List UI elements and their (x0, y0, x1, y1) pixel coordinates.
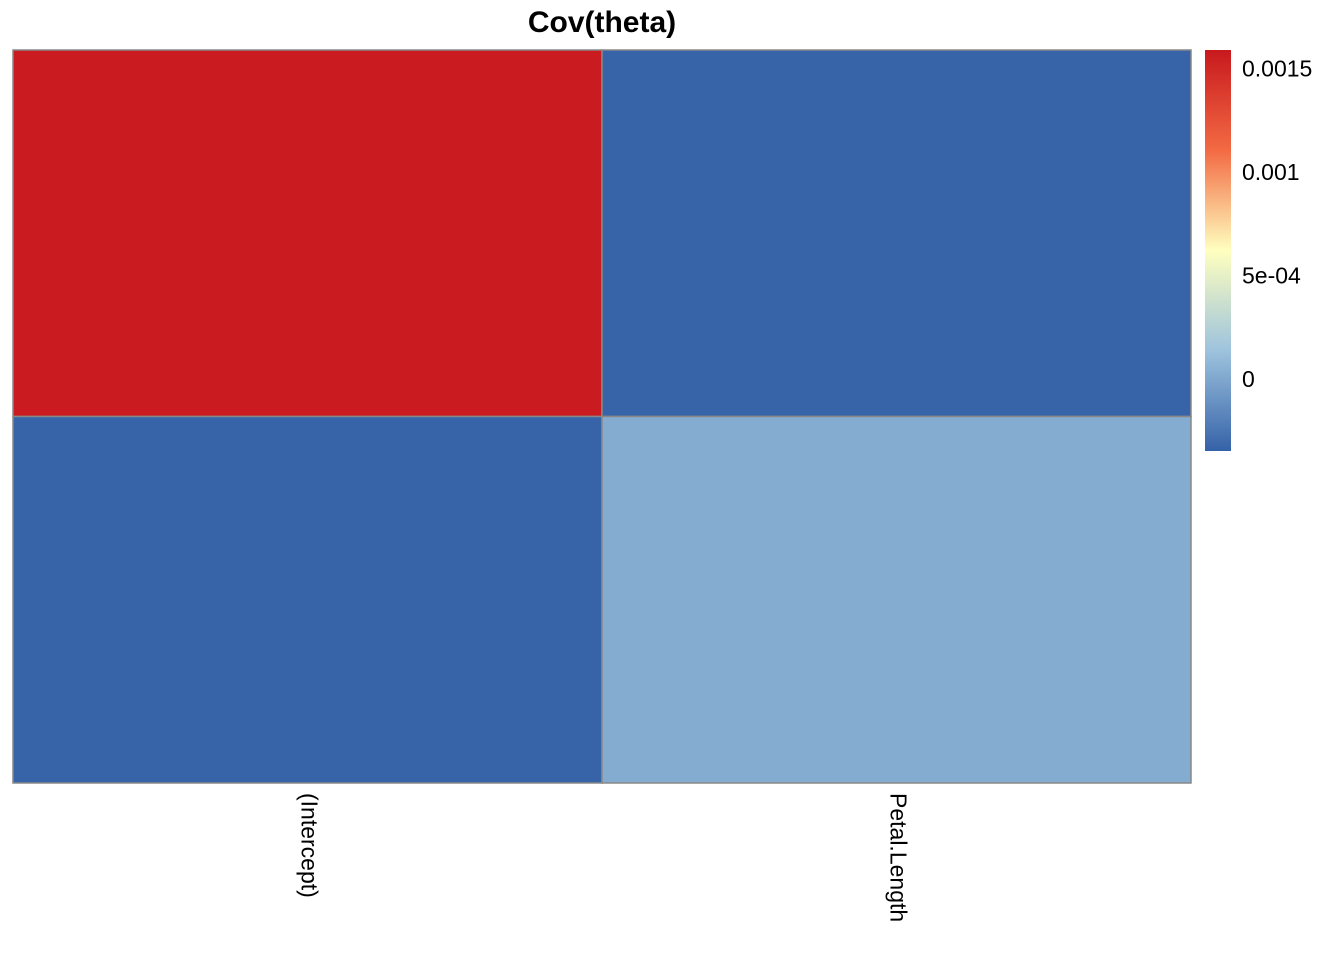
legend-color-bar (1205, 50, 1231, 451)
column-label: Petal.Length (885, 793, 911, 922)
heatmap-cell (12, 49, 603, 418)
color-legend: 0 5e-04 0.001 0.0015 (1205, 50, 1312, 451)
heatmap-cell (12, 415, 603, 784)
legend-tick-label: 0 (1242, 366, 1255, 392)
column-labels: (Intercept) Petal.Length (296, 793, 911, 922)
legend-tick-label: 0.0015 (1242, 56, 1312, 82)
legend-ticks: 0 5e-04 0.001 0.0015 (1242, 56, 1312, 392)
heatmap-cell (601, 49, 1192, 418)
heatmap-cell (601, 415, 1192, 784)
heatmap-cells (12, 49, 1192, 784)
legend-tick-label: 0.001 (1242, 159, 1300, 185)
legend-tick-label: 5e-04 (1242, 262, 1301, 288)
column-label: (Intercept) (296, 793, 322, 898)
chart-title: Cov(theta) (528, 6, 676, 39)
